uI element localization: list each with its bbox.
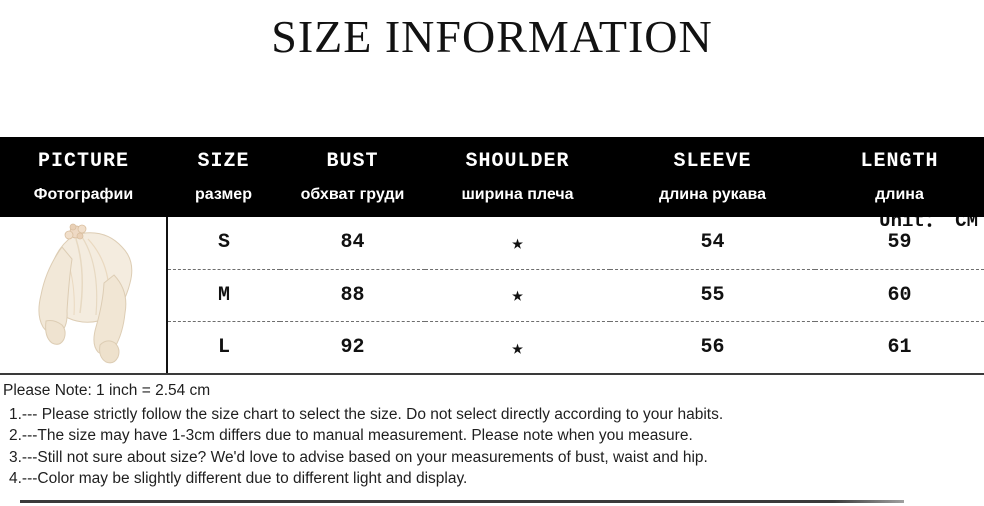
- product-image: [0, 217, 166, 373]
- notes-heading: Please Note: 1 inch = 2.54 cm: [3, 382, 211, 399]
- note-line-3: 3.---Still not sure about size? We'd lov…: [9, 448, 708, 466]
- column-header-sleeve: SLEEVE длина рукава: [610, 137, 815, 217]
- column-header-bust: BUST обхват груди: [280, 137, 425, 217]
- cell-length-l: 61: [815, 321, 984, 376]
- size-table: PICTURE Фотографии SIZE размер BUST обхв…: [0, 137, 984, 376]
- cell-shoulder-s: ★: [425, 217, 610, 270]
- cell-size-s: S: [167, 217, 280, 270]
- column-header-shoulder: SHOULDER ширина плеча: [425, 137, 610, 217]
- note-line-4: 4.---Color may be slightly different due…: [9, 470, 468, 487]
- cell-shoulder-l: ★: [425, 321, 610, 376]
- cell-shoulder-m: ★: [425, 269, 610, 323]
- table-row-l: L 92 ★ 56 61: [0, 321, 984, 376]
- cell-bust-s: 84: [280, 217, 425, 270]
- cell-sleeve-s: 54: [610, 217, 815, 270]
- blouse-illustration-icon: [38, 223, 133, 364]
- cell-size-l: L: [167, 321, 280, 376]
- page-title: SIZE INFORMATION: [271, 11, 713, 62]
- column-header-length: LENGTH длина: [815, 137, 984, 217]
- table-row-s: S 84 ★ 54 59: [0, 217, 984, 375]
- column-header-size: SIZE размер: [167, 137, 280, 217]
- cell-length-m: 60: [815, 269, 984, 323]
- cell-size-m: M: [167, 269, 280, 323]
- cell-sleeve-m: 55: [610, 269, 815, 323]
- cell-length-s: 59: [815, 217, 984, 270]
- notes-section: Please Note: 1 inch = 2.54 cm 1.--- Plea…: [3, 380, 963, 490]
- cell-bust-m: 88: [280, 269, 425, 323]
- note-line-2: 2.---The size may have 1-3cm differs due…: [9, 427, 693, 444]
- product-image-cell: [0, 217, 168, 375]
- next-section-divider: [20, 500, 904, 503]
- note-line-1: 1.--- Please strictly follow the size ch…: [9, 405, 724, 423]
- table-row-m: M 88 ★ 55 60: [0, 269, 984, 323]
- table-header-row: PICTURE Фотографии SIZE размер BUST обхв…: [0, 137, 984, 217]
- cell-sleeve-l: 56: [610, 321, 815, 376]
- flower-detail-icon: [64, 223, 87, 240]
- cell-bust-l: 92: [280, 321, 425, 376]
- column-header-picture: PICTURE Фотографии: [0, 137, 167, 217]
